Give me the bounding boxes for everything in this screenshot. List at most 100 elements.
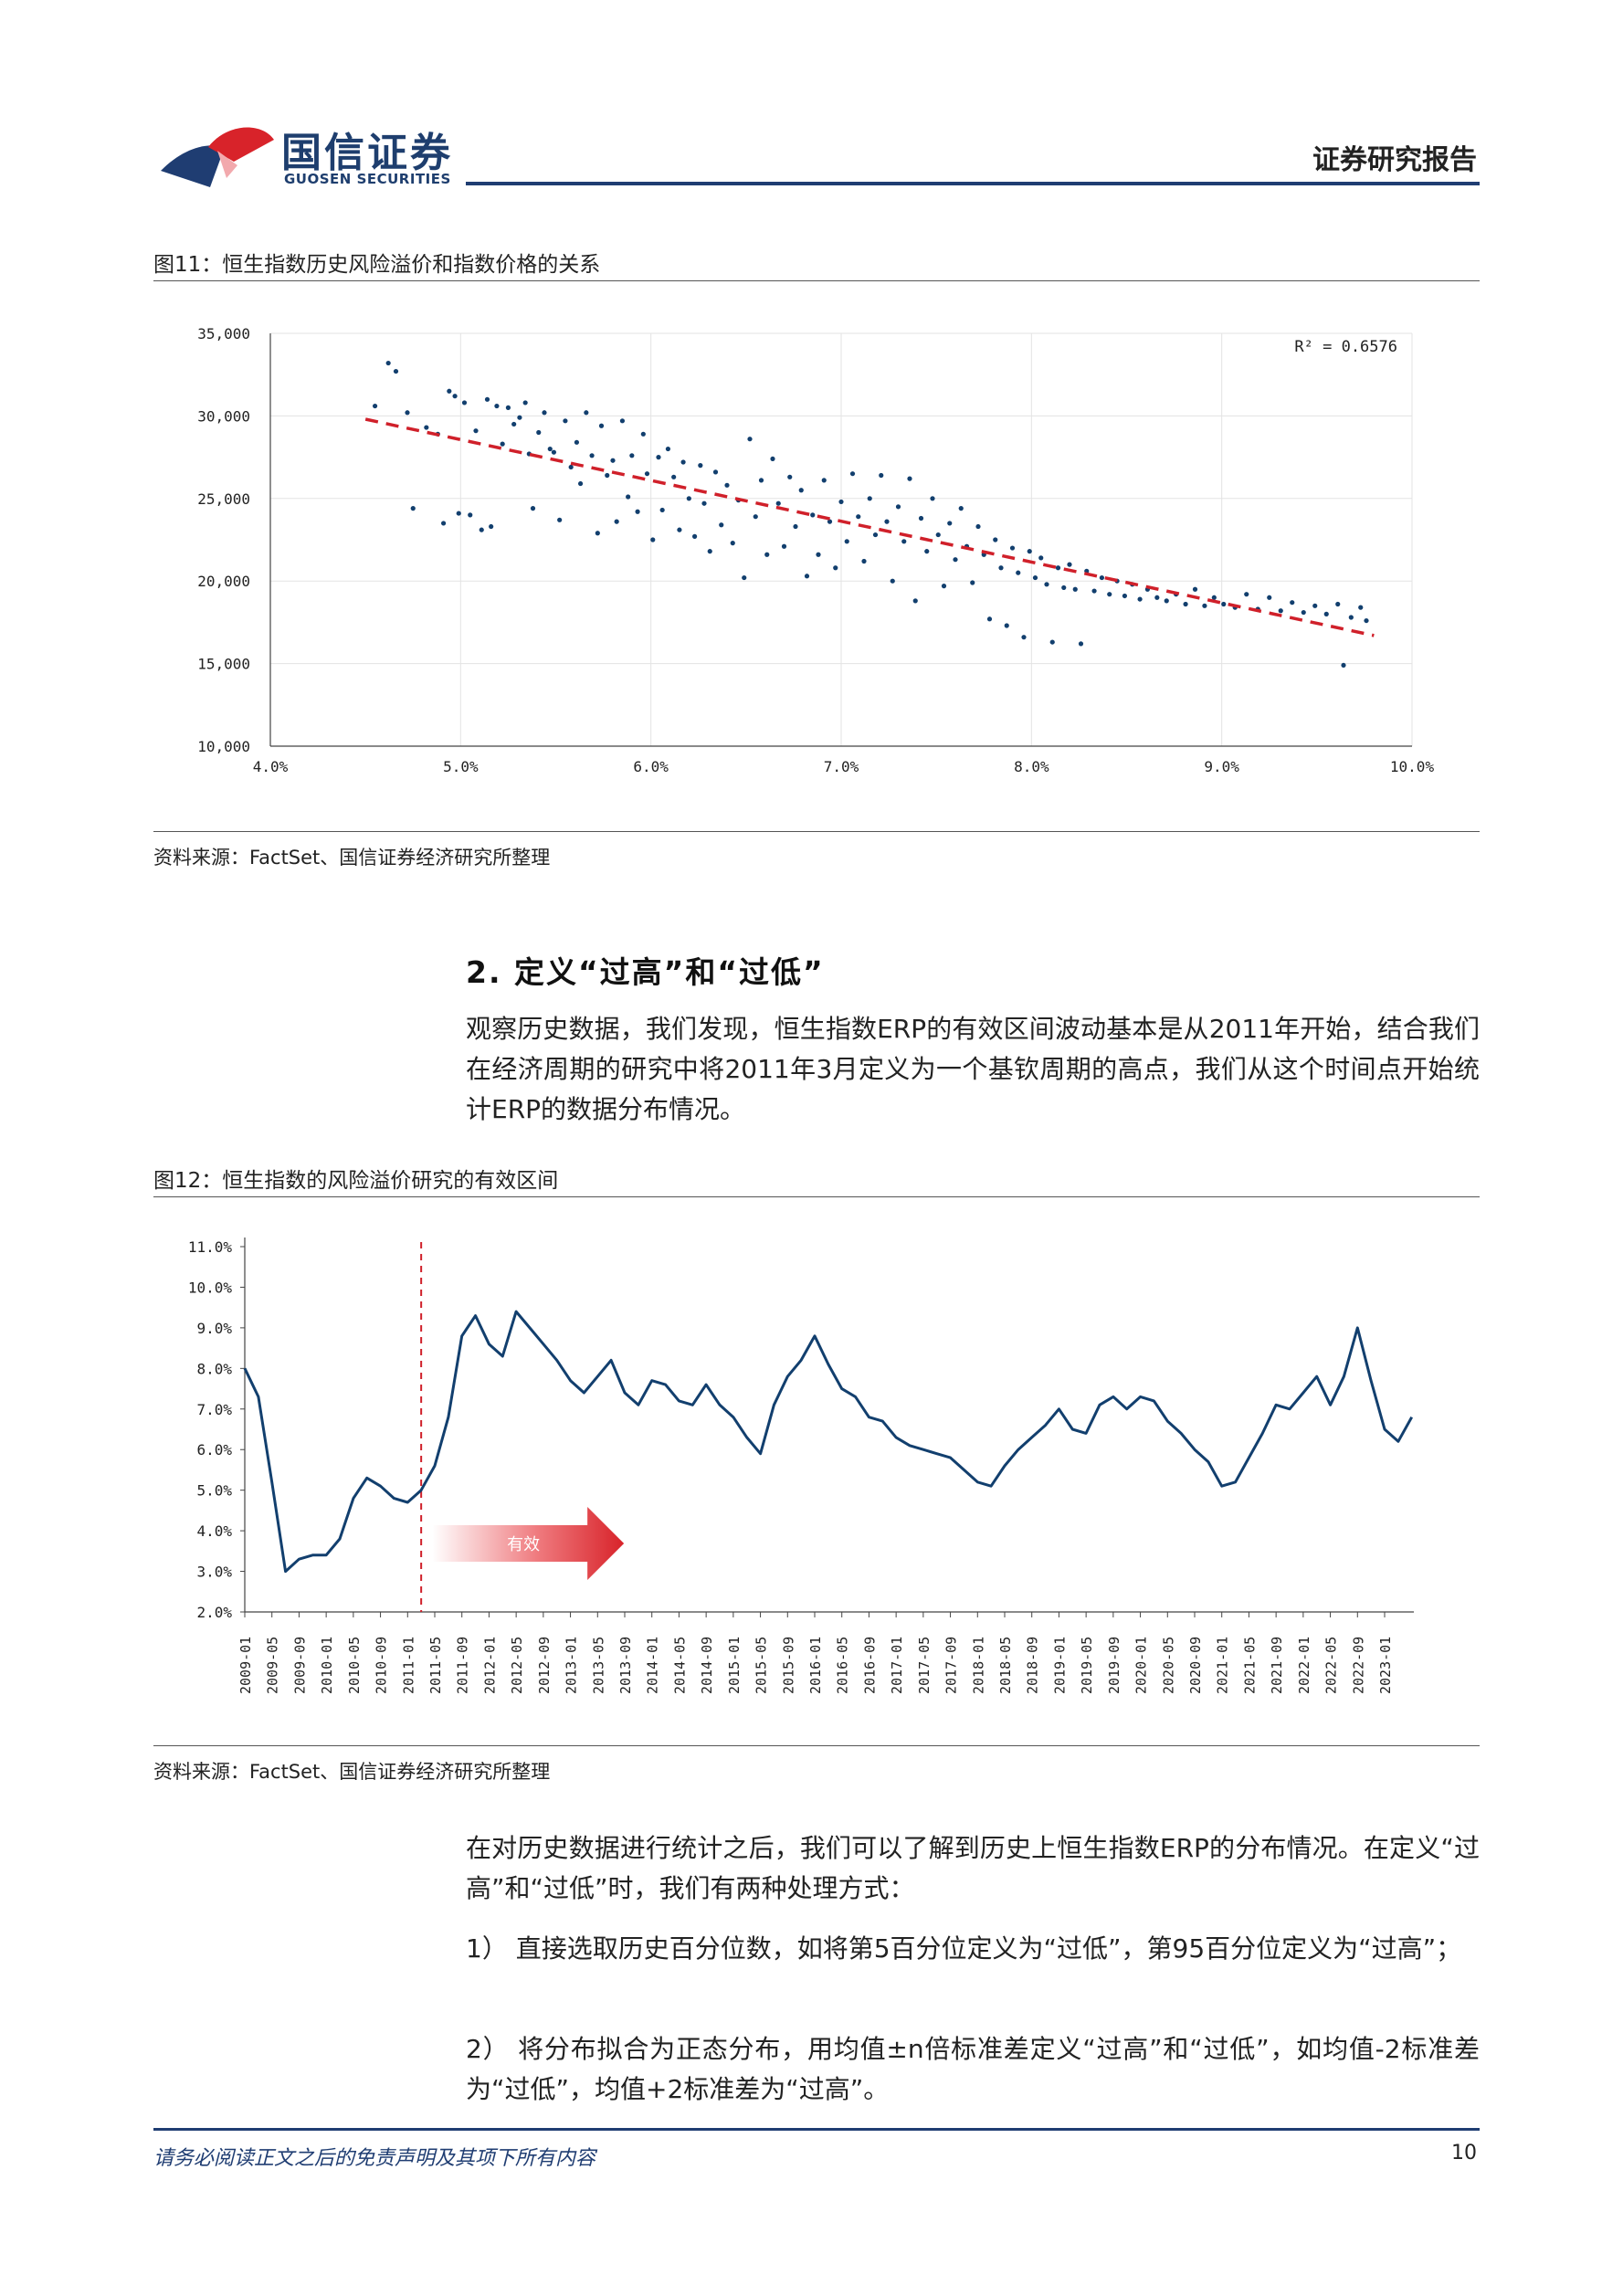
line-x-tick-label: 2023-01	[1377, 1637, 1394, 1694]
scatter-point	[924, 549, 930, 554]
scatter-point	[468, 512, 473, 518]
scatter-y-tick-label: 15,000	[197, 656, 250, 673]
scatter-point	[385, 360, 391, 366]
scatter-x-tick-label: 9.0%	[1204, 758, 1239, 775]
line-y-tick-label: 6.0%	[196, 1441, 232, 1459]
scatter-point	[489, 523, 494, 530]
scatter-point	[577, 480, 584, 487]
scatter-point	[775, 500, 781, 506]
scatter-point	[1055, 565, 1061, 571]
scatter-point	[730, 541, 735, 546]
scatter-point	[770, 456, 775, 462]
scatter-point	[605, 472, 610, 479]
scatter-point	[1016, 570, 1021, 575]
scatter-point	[500, 441, 505, 447]
line-x-tick-label: 2009-01	[237, 1637, 254, 1694]
scatter-point	[827, 519, 833, 524]
scatter-point	[473, 428, 479, 434]
scatter-point	[1067, 562, 1072, 567]
line-x-tick-label: 2010-09	[374, 1637, 390, 1694]
scatter-point	[494, 403, 500, 409]
scatter-point	[505, 405, 511, 410]
scatter-point	[1183, 601, 1188, 607]
scatter-point	[574, 439, 580, 445]
scatter-point	[568, 464, 574, 470]
figure12-source: 资料来源：FactSet、国信证券经济研究所整理	[153, 1761, 551, 1783]
scatter-point	[542, 410, 547, 416]
scatter-trendline	[364, 417, 1375, 637]
scatter-point	[867, 496, 872, 501]
line-x-tick-label: 2010-01	[319, 1637, 335, 1694]
scatter-point	[810, 512, 816, 518]
figure11-source: 资料来源：FactSet、国信证券经济研究所整理	[153, 847, 551, 869]
scatter-point	[1211, 595, 1217, 600]
line-y-tick-label: 7.0%	[196, 1401, 232, 1418]
line-x-tick-label: 2021-09	[1269, 1637, 1285, 1694]
line-x-tick-label: 2017-01	[889, 1637, 905, 1694]
scatter-x-tick-label: 8.0%	[1014, 758, 1049, 775]
scatter-point	[614, 519, 619, 524]
line-y-tick-label: 9.0%	[196, 1320, 232, 1337]
scatter-point	[872, 532, 879, 538]
line-y-tick-label: 5.0%	[196, 1482, 232, 1500]
scatter-point	[1164, 598, 1169, 604]
scatter-point	[1122, 593, 1128, 599]
scatter-point	[595, 531, 600, 536]
figure11-top-rule	[153, 280, 1480, 281]
scatter-point	[918, 515, 924, 521]
line-x-tick-label: 2013-01	[564, 1637, 580, 1694]
scatter-point	[861, 558, 867, 564]
line-x-tick-label: 2016-05	[835, 1637, 851, 1694]
scatter-point	[650, 537, 656, 542]
line-x-tick-label: 2018-09	[1025, 1637, 1041, 1694]
guosen-logo: 国信证券 GUOSEN SECURITIES	[153, 114, 464, 196]
scatter-point	[970, 580, 975, 585]
scatter-x-tick-label: 7.0%	[824, 758, 859, 775]
scatter-point	[1038, 555, 1044, 561]
line-x-tick-label: 2012-05	[509, 1637, 525, 1694]
line-x-tick-label: 2019-05	[1079, 1637, 1095, 1694]
scatter-point	[671, 474, 677, 479]
scatter-point	[1044, 582, 1049, 587]
scatter-point	[1278, 608, 1283, 614]
scatter-point	[405, 410, 410, 416]
scatter-point	[644, 471, 650, 477]
line-chart: 2.0% 3.0% 4.0% 5.0% 6.0% 7.0% 8.0% 9.0% 10.0% 11.…	[188, 1238, 1414, 1694]
scatter-y-tick-label: 25,000	[197, 490, 250, 508]
scatter-point	[947, 521, 953, 526]
line-x-tick-label: 2019-09	[1106, 1637, 1122, 1694]
scatter-point	[1032, 574, 1038, 581]
scatter-point	[1364, 617, 1369, 624]
line-x-tick-label: 2021-01	[1215, 1637, 1231, 1694]
scatter-point	[758, 478, 764, 483]
scatter-point	[1323, 611, 1329, 616]
scatter-point	[907, 476, 912, 481]
scatter-point	[410, 506, 416, 511]
line-x-tick-label: 2013-09	[617, 1637, 634, 1694]
scatter-point	[1091, 588, 1097, 594]
scatter-point	[680, 459, 686, 465]
scatter-point	[701, 500, 707, 506]
scatter-point	[1107, 592, 1112, 597]
figure11-title: 图11：恒生指数历史风险溢价和指数价格的关系	[153, 253, 601, 277]
scatter-point	[1244, 592, 1249, 597]
scatter-point	[953, 557, 958, 563]
line-x-tick-label: 2022-09	[1350, 1637, 1366, 1694]
scatter-point	[804, 574, 810, 579]
scatter-x-tick-label: 4.0%	[253, 758, 289, 775]
scatter-point	[941, 584, 947, 589]
scatter-point	[856, 514, 861, 520]
body-paragraph: 在对历史数据进行统计之后，我们可以了解到历史上恒生指数ERP的分布情况。在定义“…	[466, 1833, 1480, 1903]
scatter-point	[1301, 609, 1306, 616]
scatter-point	[1078, 641, 1084, 647]
line-x-tick-label: 2014-09	[699, 1637, 715, 1694]
scatter-point	[640, 431, 646, 437]
scatter-point	[890, 578, 895, 584]
scatter-point	[798, 488, 804, 493]
method-item-2: 2） 将分布拟合为正态分布，用均值±n倍标准差定义“过高”和“过低”，如均值-2…	[466, 2034, 1480, 2104]
scatter-point	[626, 494, 631, 500]
figure12-title: 图12：恒生指数的风险溢价研究的有效区间	[153, 1169, 559, 1193]
line-x-tick-label: 2018-05	[997, 1637, 1014, 1694]
scatter-point	[1137, 596, 1143, 602]
scatter-point	[1221, 601, 1227, 607]
